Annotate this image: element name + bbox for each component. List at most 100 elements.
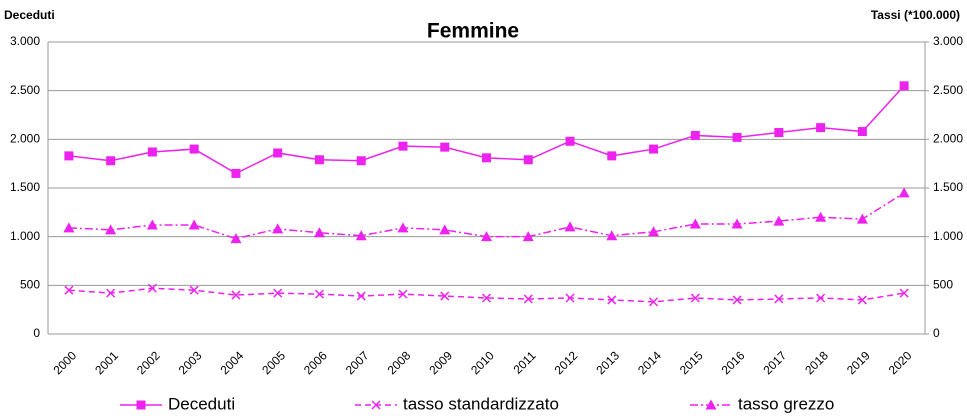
data-point xyxy=(397,222,409,233)
data-point xyxy=(690,130,700,140)
x-tick-label: 2014 xyxy=(635,348,664,377)
data-point xyxy=(147,283,157,293)
data-point xyxy=(564,221,576,232)
y-tick-label: 1.000 xyxy=(10,229,40,243)
x-tick-label: 2009 xyxy=(426,348,455,377)
y2-tick-label: 1.000 xyxy=(933,229,963,243)
data-point xyxy=(565,136,575,146)
x-tick-label: 2012 xyxy=(552,348,581,377)
legend-marker xyxy=(371,400,381,410)
data-point xyxy=(899,81,909,91)
x-tick-label: 2017 xyxy=(760,348,789,377)
data-point xyxy=(439,224,451,235)
data-point xyxy=(732,295,742,305)
data-point xyxy=(231,168,241,178)
data-point xyxy=(607,151,617,161)
data-point xyxy=(63,222,75,233)
x-tick-label: 2020 xyxy=(886,348,915,377)
y-tick-label: 0 xyxy=(33,326,40,340)
y-tick-label: 1.500 xyxy=(10,180,40,194)
y-tick-label: 500 xyxy=(20,278,40,292)
data-point xyxy=(230,233,242,244)
data-point xyxy=(773,215,785,226)
x-tick-label: 2008 xyxy=(385,348,414,377)
data-point xyxy=(64,151,74,161)
data-point xyxy=(147,147,157,157)
data-point xyxy=(523,294,533,304)
legend-marker xyxy=(705,399,717,410)
data-point xyxy=(440,142,450,152)
data-point xyxy=(356,291,366,301)
data-point xyxy=(816,293,826,303)
data-point xyxy=(649,144,659,154)
data-point xyxy=(64,285,74,295)
data-point xyxy=(607,295,617,305)
data-point xyxy=(689,218,701,229)
x-tick-label: 2016 xyxy=(719,348,748,377)
x-tick-label: 2019 xyxy=(844,348,873,377)
data-point xyxy=(523,155,533,165)
y-tick-label: 2.000 xyxy=(10,132,40,146)
data-point xyxy=(522,231,534,242)
y-tick-label: 3.000 xyxy=(10,34,40,48)
data-point xyxy=(481,293,492,303)
x-tick-label: 2011 xyxy=(510,348,538,376)
data-point xyxy=(189,285,199,295)
data-point xyxy=(649,297,659,307)
data-point xyxy=(898,187,910,198)
x-tick-label: 2006 xyxy=(301,348,330,377)
data-point xyxy=(356,156,366,166)
y2-tick-label: 3.000 xyxy=(933,34,963,48)
legend-marker xyxy=(136,400,146,410)
y2-axis-title: Tassi (*100.000) xyxy=(871,8,960,22)
data-point xyxy=(648,226,660,237)
data-point xyxy=(105,224,117,235)
data-point xyxy=(106,156,116,166)
data-point xyxy=(774,128,784,138)
x-tick-label: 2001 xyxy=(92,348,121,377)
data-point xyxy=(313,227,325,238)
y2-tick-label: 1.500 xyxy=(933,180,963,194)
data-point xyxy=(857,295,867,305)
y2-tick-label: 2.500 xyxy=(933,83,963,97)
data-point xyxy=(188,219,200,230)
data-point xyxy=(314,289,324,299)
x-tick-label: 2004 xyxy=(218,348,247,377)
data-point xyxy=(189,144,199,154)
data-point xyxy=(440,291,450,301)
x-tick-label: 2013 xyxy=(593,348,622,377)
x-tick-label: 2000 xyxy=(50,348,79,377)
data-point xyxy=(231,290,241,300)
data-point xyxy=(899,288,909,298)
data-point xyxy=(146,219,158,230)
data-point xyxy=(816,123,826,133)
data-point xyxy=(857,127,867,137)
legend-label: tasso standardizzato xyxy=(403,394,559,413)
legend-label: tasso grezzo xyxy=(738,394,834,413)
chart-title: Femmine xyxy=(427,20,519,43)
data-point xyxy=(481,231,492,242)
data-point xyxy=(732,132,742,142)
data-point xyxy=(398,289,408,299)
data-point xyxy=(774,294,784,304)
data-point xyxy=(355,230,367,241)
data-point xyxy=(106,288,116,298)
y2-tick-label: 2.000 xyxy=(933,132,963,146)
data-point xyxy=(606,230,618,241)
data-point xyxy=(273,288,283,298)
data-point xyxy=(731,218,743,229)
x-tick-label: 2005 xyxy=(259,348,288,377)
y-axis-title: Deceduti xyxy=(4,8,55,22)
data-point xyxy=(856,213,868,224)
data-point xyxy=(272,223,284,234)
data-point xyxy=(314,155,324,165)
data-point xyxy=(482,153,491,163)
x-tick-label: 2003 xyxy=(176,348,205,377)
data-point xyxy=(273,148,283,158)
y-tick-label: 2.500 xyxy=(10,83,40,97)
data-point xyxy=(690,293,700,303)
x-tick-label: 2002 xyxy=(134,348,163,377)
data-point xyxy=(565,293,575,303)
x-tick-label: 2007 xyxy=(343,348,372,377)
